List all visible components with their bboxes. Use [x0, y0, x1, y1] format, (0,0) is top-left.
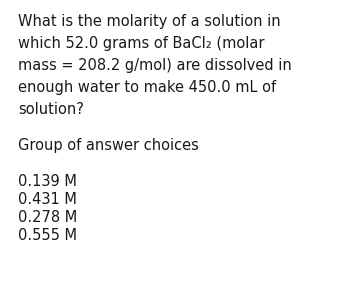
Text: What is the molarity of a solution in: What is the molarity of a solution in: [18, 14, 281, 29]
Text: solution?: solution?: [18, 102, 84, 117]
Text: which 52.0 grams of BaCl₂ (molar: which 52.0 grams of BaCl₂ (molar: [18, 36, 265, 51]
Text: 0.431 M: 0.431 M: [18, 192, 77, 207]
Text: 0.278 M: 0.278 M: [18, 210, 77, 225]
Text: enough water to make 450.0 mL of: enough water to make 450.0 mL of: [18, 80, 276, 95]
Text: mass = 208.2 g/mol) are dissolved in: mass = 208.2 g/mol) are dissolved in: [18, 58, 292, 73]
Text: Group of answer choices: Group of answer choices: [18, 138, 199, 153]
Text: 0.555 M: 0.555 M: [18, 228, 77, 243]
Text: 0.139 M: 0.139 M: [18, 174, 77, 189]
